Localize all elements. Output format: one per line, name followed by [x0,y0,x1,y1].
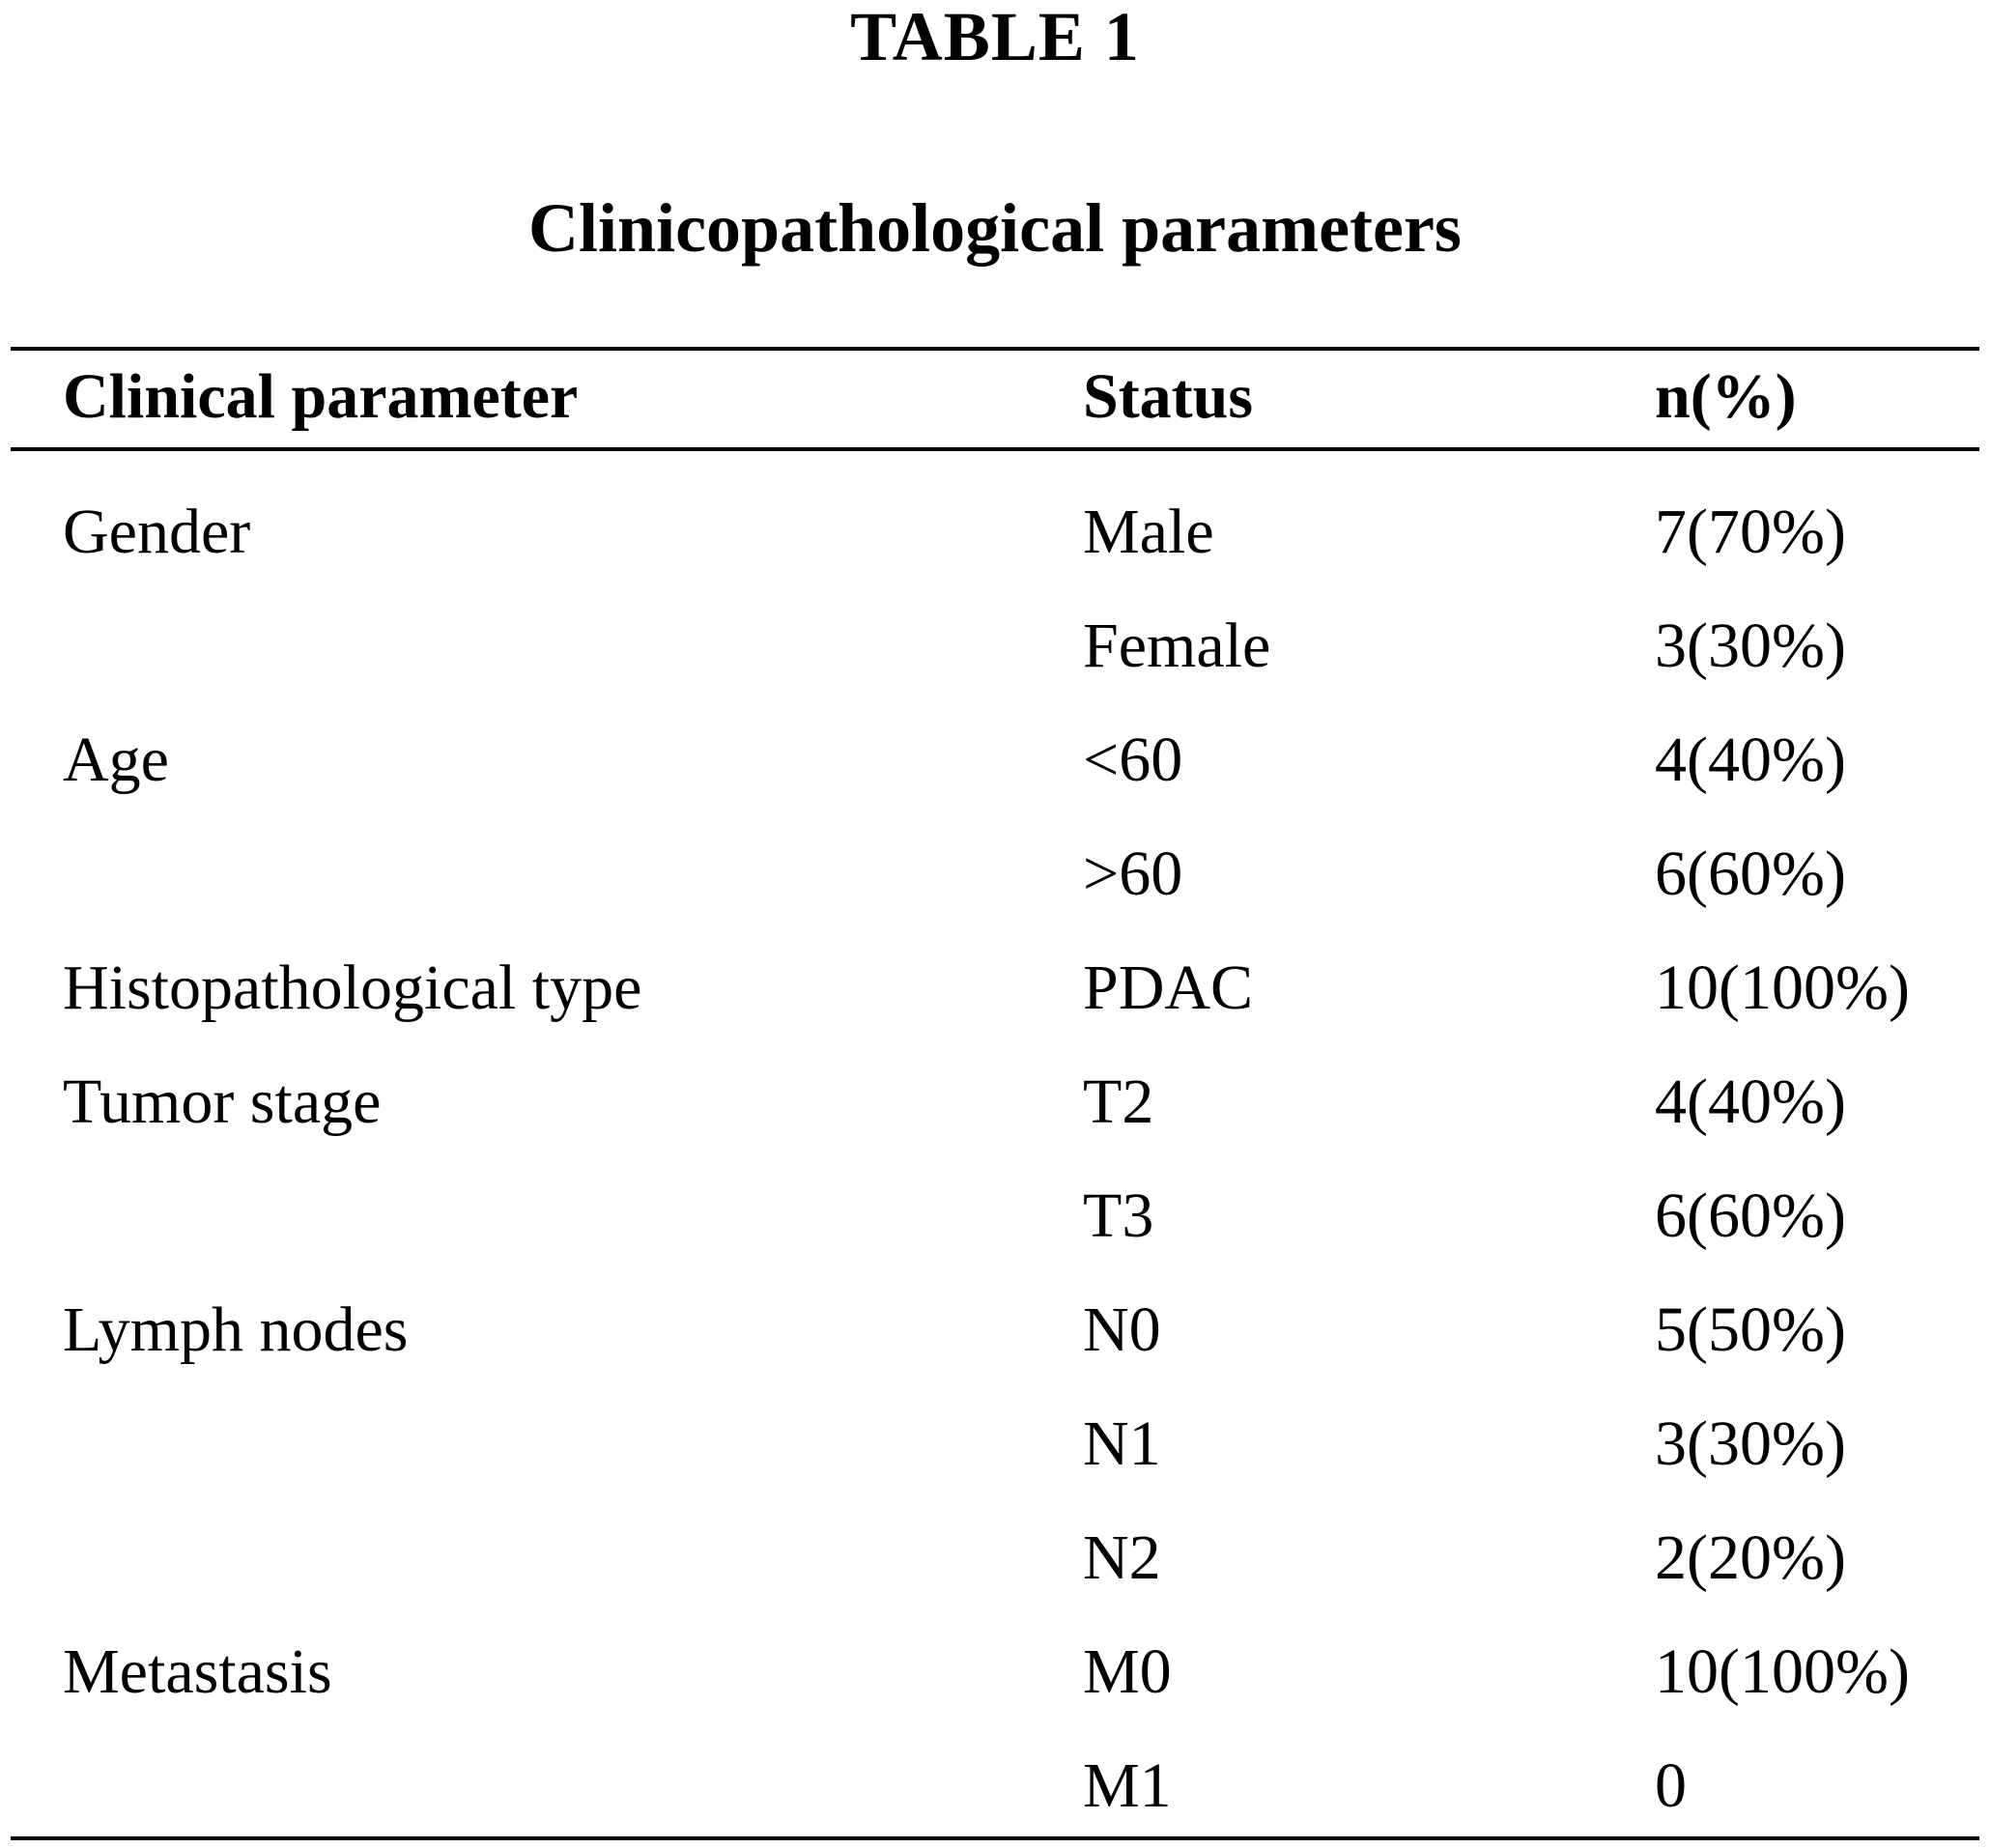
table-header: Clinical parameter Status n(%) [0,365,1990,479]
clinical-parameter-cell: Age [63,725,169,795]
table-row: >60 6(60%) [0,842,1990,956]
count-cell: 0 [1655,1750,1687,1821]
count-cell: 6(60%) [1655,839,1846,909]
status-cell: <60 [1083,725,1183,795]
header-n-percent: n(%) [1655,361,1797,432]
table-row: Age <60 4(40%) [0,728,1990,842]
clinical-parameter-cell: Gender [63,497,251,567]
status-cell: N2 [1083,1522,1161,1593]
table-row: Lymph nodes N0 5(50%) [0,1298,1990,1412]
table-row: N2 2(20%) [0,1526,1990,1640]
count-cell: 7(70%) [1655,497,1846,567]
clinical-parameter-cell: Tumor stage [63,1066,382,1137]
count-cell: 4(40%) [1655,725,1846,795]
status-cell: N0 [1083,1294,1161,1365]
count-cell: 3(30%) [1655,1408,1846,1479]
clinical-parameter-cell: Histopathological type [63,952,642,1023]
count-cell: 10(100%) [1655,952,1910,1023]
status-cell: M1 [1083,1750,1172,1821]
count-cell: 10(100%) [1655,1636,1910,1707]
header-clinical-parameter: Clinical parameter [63,361,579,432]
table-row: Histopathological type PDAC 10(100%) [0,956,1990,1070]
clinical-parameter-cell: Lymph nodes [63,1294,409,1365]
table-row: M1 0 [0,1754,1990,1835]
table-label: TABLE 1 [850,0,1140,75]
header-rule [11,447,1979,451]
status-cell: M0 [1083,1636,1172,1707]
table-title: Clinicopathological parameters [528,189,1462,267]
bottom-rule [11,1836,1979,1840]
count-cell: 3(30%) [1655,611,1846,681]
table-row: Tumor stage T2 4(40%) [0,1070,1990,1184]
status-cell: T3 [1083,1180,1154,1251]
status-cell: Male [1083,497,1214,567]
status-cell: PDAC [1083,952,1254,1023]
count-cell: 4(40%) [1655,1066,1846,1137]
clinical-parameter-cell: Metastasis [63,1636,332,1707]
count-cell: 2(20%) [1655,1522,1846,1593]
table-row: Female 3(30%) [0,614,1990,728]
header-status: Status [1083,361,1254,432]
count-cell: 6(60%) [1655,1180,1846,1251]
count-cell: 5(50%) [1655,1294,1846,1365]
table-row: N1 3(30%) [0,1412,1990,1526]
status-cell: >60 [1083,839,1183,909]
status-cell: T2 [1083,1066,1154,1137]
table-row: T3 6(60%) [0,1184,1990,1298]
table-row: Metastasis M0 10(100%) [0,1640,1990,1754]
table-row: Gender Male 7(70%) [0,500,1990,614]
status-cell: Female [1083,611,1271,681]
status-cell: N1 [1083,1408,1161,1479]
top-rule [11,347,1979,351]
